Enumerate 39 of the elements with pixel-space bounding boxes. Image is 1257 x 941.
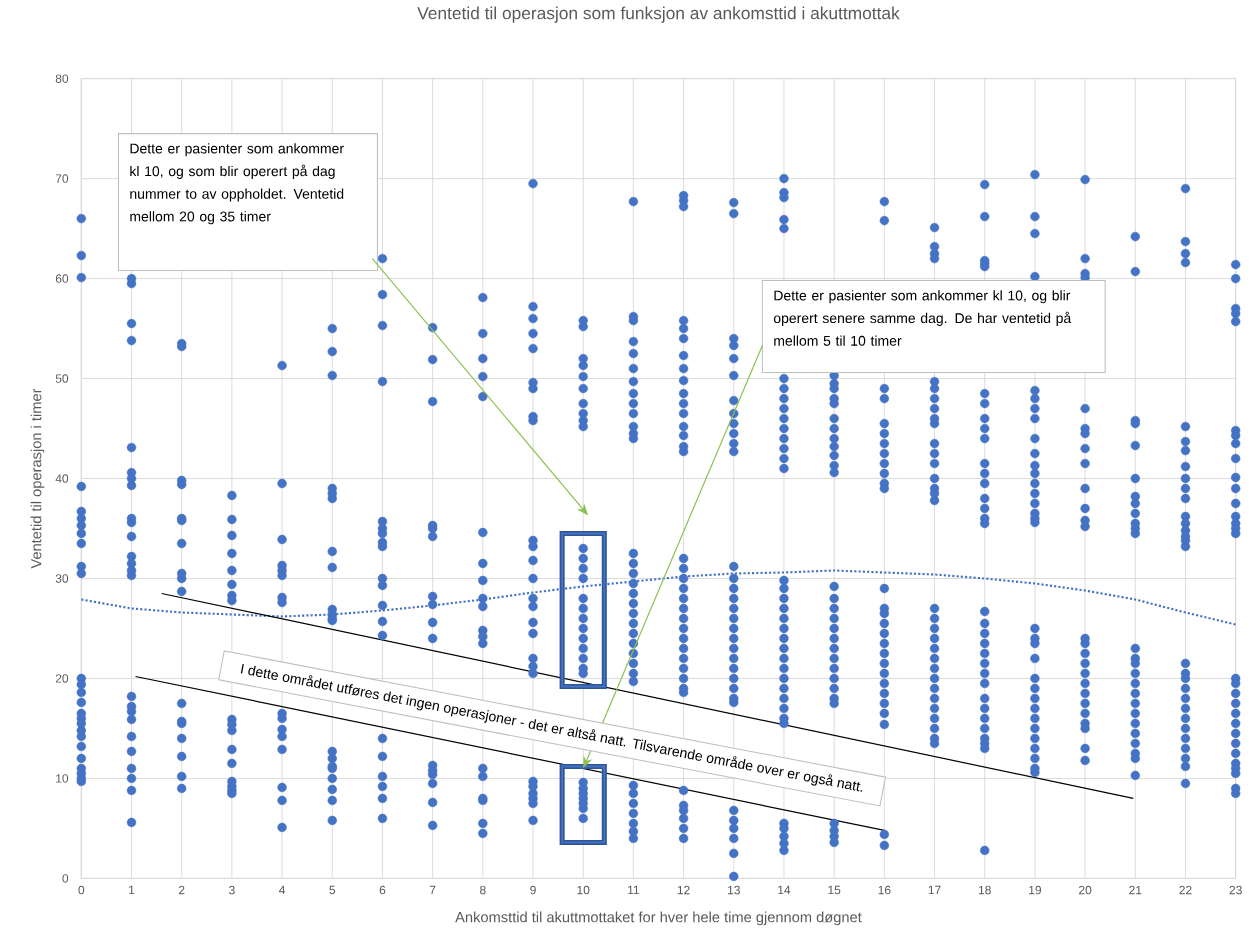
y-tick-label: 40: [55, 474, 69, 483]
x-tick-label: 16: [878, 885, 891, 895]
chart-title: Ventetid til operasjon som funksjon av ankomsttid i akuttmottak: [417, 6, 900, 23]
x-tick-label: 6: [379, 885, 386, 895]
y-axis-title: Ventetid til operasjon i timer: [30, 388, 45, 569]
y-tick-label: 80: [55, 74, 69, 83]
annotation: Dette er pasienter som ankommer kl 10, og som blir operert på dag nummer to av oppholdet. Ventetid mellom 20 og 35 timer: [130, 143, 344, 225]
annotation: Dette er pasienter som ankommer kl 10, og blir operert senere samme dag. De har ventetid på mellom 5 til 10 timer: [773, 290, 1072, 346]
x-tick-label: 5: [329, 885, 336, 895]
x-tick-label: 14: [778, 885, 791, 895]
x-tick-label: 4: [279, 885, 286, 895]
x-tick-label: 10: [577, 885, 590, 895]
annotation: I dette området utføres det ingen operasjoner - det er altså natt. Tilsvarende område over er også natt.: [240, 663, 863, 792]
x-tick-label: 21: [1129, 885, 1142, 895]
y-tick-label: 70: [55, 174, 69, 183]
x-tick-label: 23: [1229, 885, 1242, 895]
x-tick-label: 7: [429, 885, 436, 895]
y-tick-label: 30: [55, 574, 69, 583]
x-tick-label: 18: [978, 885, 991, 895]
x-tick-label: 17: [928, 885, 941, 895]
x-tick-label: 2: [178, 885, 185, 895]
y-tick-label: 0: [62, 874, 69, 883]
x-tick-label: 20: [1079, 885, 1092, 895]
x-tick-label: 12: [677, 885, 690, 895]
x-tick-label: 3: [229, 885, 235, 895]
x-tick-label: 1: [129, 885, 135, 895]
x-tick-label: 0: [78, 885, 85, 895]
y-tick-label: 20: [55, 674, 69, 683]
y-tick-label: 50: [55, 374, 69, 383]
x-tick-label: 15: [828, 885, 841, 895]
x-tick-label: 11: [628, 885, 640, 895]
x-tick-label: 19: [1029, 885, 1042, 895]
x-axis-title: Ankomsttid til akuttmottaket for hver hele time gjennom døgnet: [455, 911, 862, 926]
x-tick-label: 13: [728, 885, 740, 895]
y-tick-label: 60: [55, 274, 69, 283]
x-tick-label: 8: [480, 885, 486, 895]
x-tick-label: 9: [530, 885, 536, 895]
y-tick-label: 10: [56, 774, 69, 783]
x-tick-label: 22: [1179, 885, 1192, 895]
